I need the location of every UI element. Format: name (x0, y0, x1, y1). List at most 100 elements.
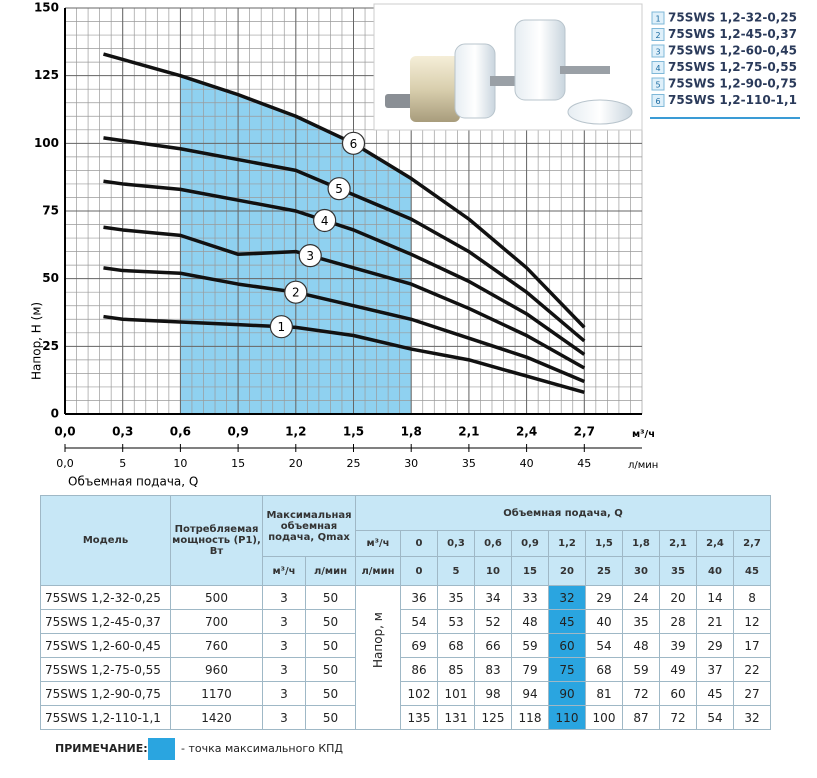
table-cell: 12 (732, 609, 772, 634)
header-cell: м³/ч (355, 530, 401, 557)
product-photo (373, 3, 643, 131)
table-row: 75SWS 1,2-60-0,45 760 3 50 69 68 66 59 60 54 48 39 2… (40, 633, 772, 658)
x2-tick-label: 35 (462, 457, 476, 470)
table-cell: 32 (548, 585, 586, 610)
x-tick-label: 0,6 (170, 425, 191, 439)
header-cell: 15 (511, 556, 549, 586)
y-tick-label: 75 (42, 204, 59, 218)
y-tick-label: 100 (34, 136, 59, 150)
table-cell: 87 (622, 705, 660, 730)
legend-number: 1 (655, 15, 660, 24)
data-table: Модель Потребляемая мощность (P1), Вт Макс… (40, 495, 772, 730)
header-cell: 1,8 (622, 530, 660, 557)
table-cell: 36 (400, 585, 438, 610)
table-cell: 54 (696, 705, 734, 730)
table-cell: 75SWS 1,2-90-0,75 (40, 681, 171, 706)
table-cell: 68 (437, 633, 475, 658)
x-tick-label: 2,7 (574, 425, 595, 439)
x2-tick-label: 45 (577, 457, 591, 470)
header-cell: 0 (400, 556, 438, 586)
legend-label: 75SWS 1,2-110-1,1 (668, 93, 797, 107)
table-cell: 760 (170, 633, 263, 658)
table-cell: 86 (400, 657, 438, 682)
x2-tick-label: 20 (289, 457, 303, 470)
legend-box (651, 28, 665, 41)
curve (103, 314, 585, 395)
x-axis-label: Объемная подача, Q (68, 475, 198, 489)
x-tick-label: 1,2 (285, 425, 306, 439)
table-row: 75SWS 1,2-90-0,75 1170 3 50 102 101 98 94 90 81 72… (40, 681, 772, 706)
curve (103, 136, 586, 343)
header-cell: 20 (548, 556, 586, 586)
head-label-cell: Напор, м (355, 585, 401, 730)
table-cell: 3 (262, 705, 306, 730)
header-cell: 0,9 (511, 530, 549, 557)
table-cell: 21 (696, 609, 734, 634)
legend-box (651, 77, 665, 91)
table-cell: 17 (732, 633, 772, 658)
header-cell: 30 (622, 556, 660, 586)
curve-badge (269, 315, 293, 339)
table-cell: 29 (585, 585, 623, 610)
table-cell: 500 (170, 585, 263, 610)
table-cell: 94 (511, 681, 549, 706)
table-cell: 98 (474, 681, 512, 706)
legend-box (651, 44, 665, 58)
table-cell: 50 (305, 633, 356, 658)
header-cell: 10 (474, 556, 512, 586)
legend-number: 4 (655, 64, 660, 73)
curve-badge (284, 280, 308, 304)
legend-number: 3 (655, 48, 660, 57)
table-cell: 35 (437, 585, 475, 610)
table-cell: 48 (511, 609, 549, 634)
curve (103, 225, 586, 370)
y-tick-label: 125 (34, 68, 59, 82)
table-cell: 131 (437, 705, 475, 730)
curve-badge-label: 1 (278, 320, 286, 334)
header-cell: л/мин (355, 556, 401, 586)
y-tick-label: 0 (51, 407, 59, 421)
table-cell: 49 (659, 657, 697, 682)
header-cell: 0 (400, 530, 438, 557)
header-cell: 1,5 (585, 530, 623, 557)
x2-tick-label: 0,0 (56, 457, 74, 470)
legend-label: 75SWS 1,2-45-0,37 (668, 27, 797, 41)
header-cell: Максимальная объемная подача, Qmax (262, 495, 356, 557)
curve-badge (313, 208, 337, 233)
table-cell: 37 (696, 657, 734, 682)
legend-number: 6 (655, 97, 660, 106)
table-cell: 28 (659, 609, 697, 634)
x-tick-label: 2,1 (458, 425, 479, 439)
table-cell: 50 (305, 657, 356, 682)
table-cell: 27 (732, 681, 772, 706)
legend-number: 2 (655, 31, 660, 40)
table-cell: 90 (548, 681, 586, 706)
header-cell: 40 (696, 556, 734, 586)
curve (103, 266, 585, 384)
header-cell: 2,7 (732, 530, 772, 557)
header-cell: 0,6 (474, 530, 512, 557)
curve-badge-label: 3 (306, 249, 314, 263)
x2-tick-label: 10 (173, 457, 187, 470)
x2-tick-label: 30 (404, 457, 418, 470)
table-cell: 53 (437, 609, 475, 634)
curve-badge (341, 131, 366, 155)
legend-label: 75SWS 1,2-75-0,55 (668, 60, 797, 74)
table-cell: 35 (622, 609, 660, 634)
table-cell: 22 (732, 657, 772, 682)
table-cell: 700 (170, 609, 263, 634)
table-row: м³/ч л/мин л/мин 0 5 10 15 20 25 30 35 40 45 (41, 556, 772, 586)
header-cell: Модель (40, 495, 171, 586)
header-cell: 5 (437, 556, 475, 586)
table-cell: 45 (548, 609, 586, 634)
table-row: Модель Потребляемая мощность (P1), Вт Макс… (40, 495, 772, 586)
table-cell: 79 (511, 657, 549, 682)
table-cell: 85 (437, 657, 475, 682)
curve (102, 52, 586, 329)
x-axis-unit: м³/ч (632, 429, 655, 440)
curve-badge-label: 6 (350, 137, 358, 151)
table-cell: 3 (262, 633, 306, 658)
x-tick-label: 2,4 (516, 425, 537, 439)
curve-badge-label: 5 (335, 182, 343, 196)
